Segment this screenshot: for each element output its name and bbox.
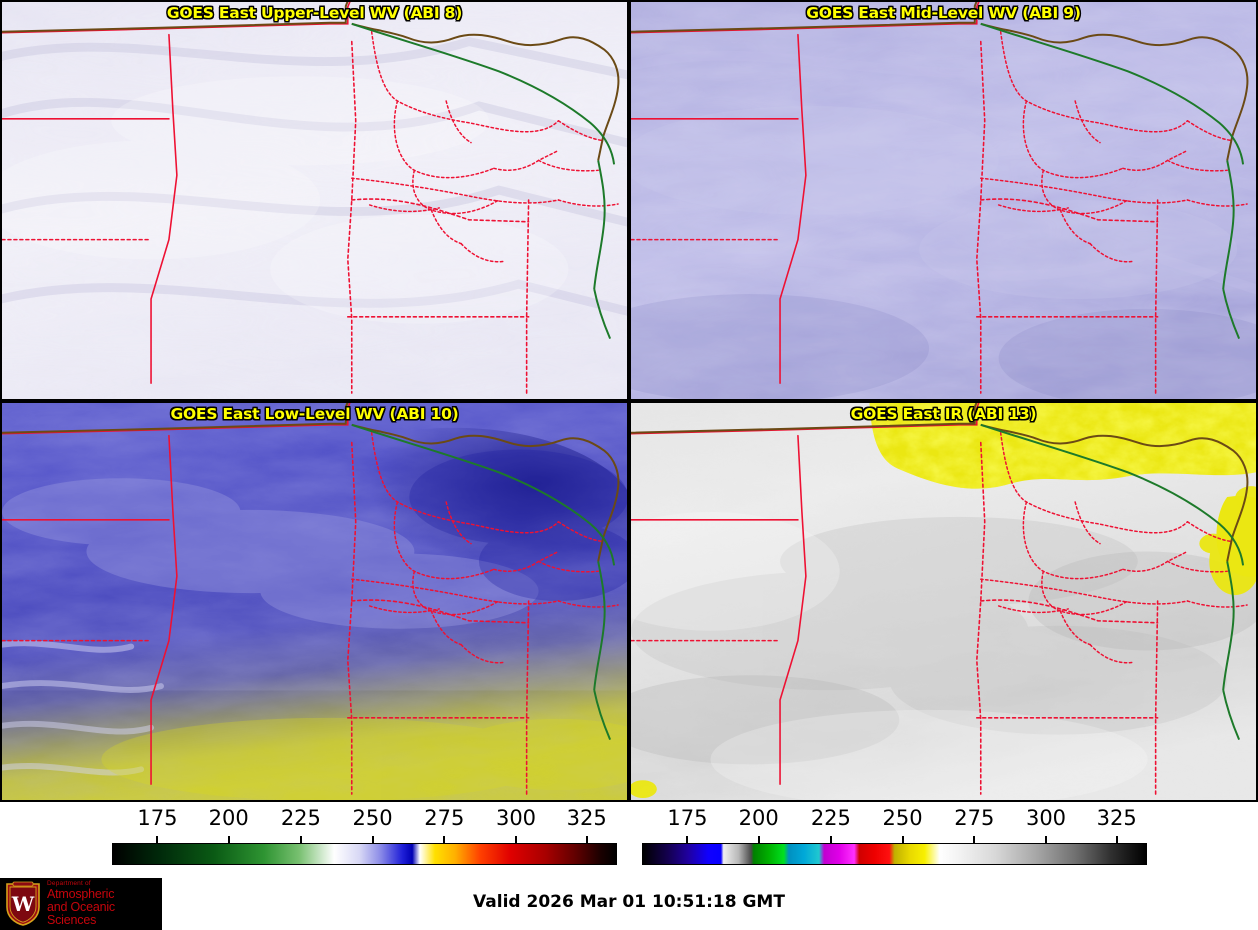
map-overlay-low-level-wv	[2, 403, 620, 795]
satellite-image-ir-window	[631, 403, 1256, 800]
panel-mid-level-wv[interactable]: GOES East Mid-Level WV (ABI 9)	[629, 0, 1258, 401]
satellite-image-upper-level-wv	[2, 2, 627, 399]
ir-tick-325	[1115, 836, 1118, 843]
uw-aos-logo-text: Department of Atmospheric and Oceanic Sc…	[47, 880, 162, 927]
uw-aos-logo: W Department of Atmospheric and Oceanic …	[0, 878, 162, 930]
ir-tick-label-300: 300	[1025, 806, 1067, 830]
footer: W Department of Atmospheric and Oceanic …	[0, 878, 1258, 930]
ir-colorbar-block: 175 200 225 250 275 300 325	[642, 802, 1147, 878]
ir-colorbar-tick-labels: 175 200 225 250 275 300 325	[642, 806, 1147, 836]
logo-department-line: Department of	[47, 880, 91, 888]
wv-tick-label-250: 250	[352, 806, 393, 830]
ir-colorbar-ticks	[642, 836, 1147, 843]
panel-ir-window[interactable]: GOES East IR (ABI 13)	[629, 401, 1258, 802]
wv-tick-300	[515, 836, 517, 843]
panel-upper-level-wv[interactable]: GOES East Upper-Level WV (ABI 8)	[0, 0, 629, 401]
ir-tick-250	[901, 836, 904, 843]
wv-colorbar-ticks	[112, 836, 617, 843]
map-overlay-ir-window	[631, 403, 1249, 795]
logo-line-atmospheric: Atmospheric	[47, 886, 115, 901]
wv-tick-325	[585, 836, 588, 843]
ir-tick-label-325: 325	[1096, 806, 1137, 830]
ir-tick-175	[686, 836, 689, 843]
wv-tick-label-325: 325	[566, 806, 607, 830]
wv-tick-175	[156, 836, 159, 843]
ir-tick-200	[757, 836, 760, 843]
panel-low-level-wv[interactable]: GOES East Low-Level WV (ABI 10)	[0, 401, 629, 802]
wv-tick-200	[227, 836, 230, 843]
ir-tick-275	[973, 836, 976, 843]
wv-tick-225	[299, 836, 302, 843]
satellite-image-low-level-wv	[2, 403, 627, 800]
svg-text:W: W	[11, 892, 35, 916]
wv-tick-label-175: 175	[137, 806, 178, 830]
satellite-image-mid-level-wv	[631, 2, 1256, 399]
wv-tick-label-225: 225	[280, 806, 321, 830]
wv-tick-label-275: 275	[424, 806, 465, 830]
ir-tick-label-275: 275	[954, 806, 995, 830]
ir-colorbar-gradient	[642, 843, 1147, 865]
ir-tick-label-225: 225	[810, 806, 851, 830]
ir-tick-label-200: 200	[738, 806, 779, 830]
ir-tick-225	[829, 836, 832, 843]
map-overlay-mid-level-wv	[631, 2, 1249, 394]
wv-tick-275	[443, 836, 446, 843]
wv-colorbar-gradient	[112, 843, 617, 865]
wv-tick-label-200: 200	[208, 806, 249, 830]
colorbar-row: 175 200 225 250 275 300 325 175	[0, 802, 1258, 878]
wv-colorbar-block: 175 200 225 250 275 300 325	[112, 802, 617, 878]
panel-grid: GOES East Upper-Level WV (ABI 8)	[0, 0, 1258, 802]
valid-time-caption: Valid 2026 Mar 01 10:51:18 GMT	[473, 892, 785, 912]
ir-tick-label-175: 175	[667, 806, 708, 830]
map-overlay-upper-level-wv	[2, 2, 620, 394]
ir-tick-label-250: 250	[882, 806, 923, 830]
logo-line-oceanic: and Oceanic Sciences	[47, 899, 115, 927]
wv-tick-label-300: 300	[495, 806, 537, 830]
wv-colorbar-tick-labels: 175 200 225 250 275 300 325	[112, 806, 617, 836]
uw-crest-icon: W	[6, 881, 40, 926]
ir-tick-300	[1045, 836, 1047, 843]
wv-tick-250	[371, 836, 374, 843]
